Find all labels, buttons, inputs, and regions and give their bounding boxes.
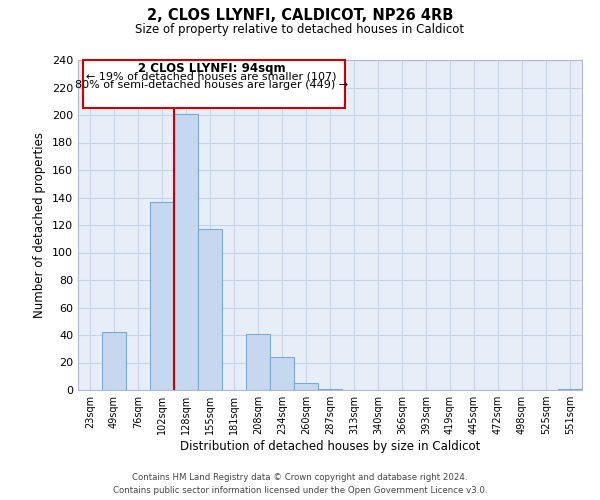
Bar <box>558 388 582 390</box>
Text: Contains HM Land Registry data © Crown copyright and database right 2024.
Contai: Contains HM Land Registry data © Crown c… <box>113 473 487 495</box>
X-axis label: Distribution of detached houses by size in Caldicot: Distribution of detached houses by size … <box>180 440 480 453</box>
FancyBboxPatch shape <box>83 60 345 108</box>
Text: Size of property relative to detached houses in Caldicot: Size of property relative to detached ho… <box>136 22 464 36</box>
Bar <box>150 202 174 390</box>
Text: 80% of semi-detached houses are larger (449) →: 80% of semi-detached houses are larger (… <box>75 80 348 90</box>
Text: 2, CLOS LLYNFI, CALDICOT, NP26 4RB: 2, CLOS LLYNFI, CALDICOT, NP26 4RB <box>147 8 453 22</box>
Y-axis label: Number of detached properties: Number of detached properties <box>34 132 46 318</box>
Bar <box>294 383 318 390</box>
Text: ← 19% of detached houses are smaller (107): ← 19% of detached houses are smaller (10… <box>86 72 337 82</box>
Bar <box>174 114 198 390</box>
Bar <box>318 388 342 390</box>
Bar <box>246 334 270 390</box>
Bar <box>102 332 126 390</box>
Bar <box>198 229 222 390</box>
Bar <box>270 357 294 390</box>
Text: 2 CLOS LLYNFI: 94sqm: 2 CLOS LLYNFI: 94sqm <box>138 62 286 76</box>
